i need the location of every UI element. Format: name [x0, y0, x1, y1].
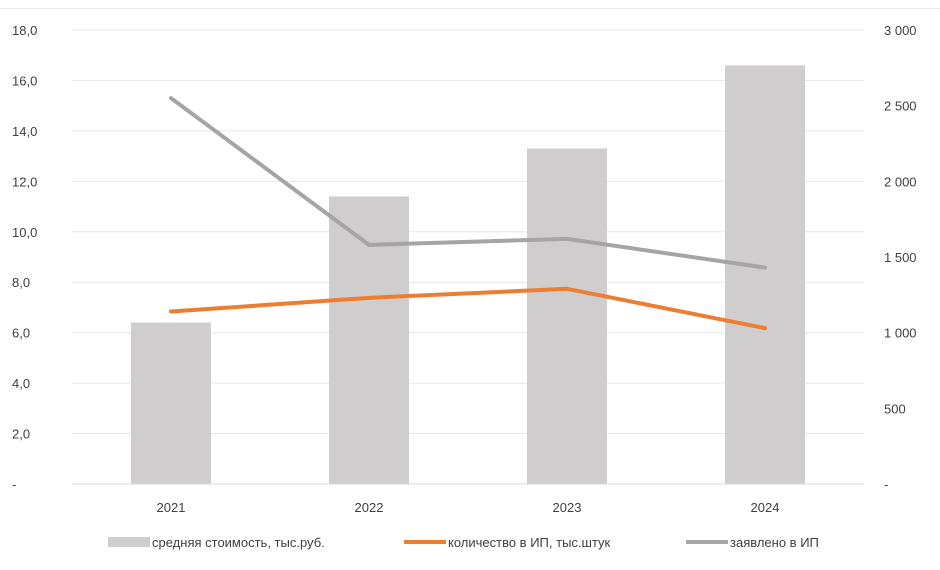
left-y-tick-label: 12,0: [12, 174, 37, 189]
x-tick-label: 2023: [553, 500, 582, 515]
line-series-2: [169, 96, 767, 270]
right-y-tick-label: -: [884, 477, 888, 492]
left-y-axis: - 2,0 4,0 6,0 8,0 10,0 12,0 14,0 16,0 18,0: [12, 23, 37, 492]
left-y-tick-label: 18,0: [12, 23, 37, 38]
left-y-tick-label: 4,0: [12, 376, 30, 391]
right-y-tick-label: 2 000: [884, 174, 917, 189]
right-y-tick-label: 2 500: [884, 99, 917, 114]
legend-item-1: количество в ИП, тыс.штук: [404, 535, 611, 550]
legend-label: заявлено в ИП: [730, 535, 819, 550]
bar-series: [131, 65, 805, 485]
x-tick-label: 2021: [157, 500, 186, 515]
x-tick-label: 2024: [751, 500, 780, 515]
x-tick-label: 2022: [355, 500, 384, 515]
legend: средняя стоимость, тыс.руб. количество в …: [108, 535, 819, 550]
legend-item-0: средняя стоимость, тыс.руб.: [108, 535, 325, 550]
left-y-tick-label: 2,0: [12, 427, 30, 442]
left-y-tick-label: 16,0: [12, 73, 37, 88]
bar-2021: [131, 322, 211, 484]
bar-2022: [329, 196, 409, 484]
legend-label: количество в ИП, тыс.штук: [448, 535, 611, 550]
right-y-tick-label: 500: [884, 401, 906, 416]
legend-swatch-bar: [108, 537, 150, 547]
left-y-tick-label: 8,0: [12, 275, 30, 290]
right-y-tick-label: 1 000: [884, 326, 917, 341]
left-y-tick-label: 10,0: [12, 225, 37, 240]
bar-2024: [725, 65, 805, 485]
top-divider: [0, 8, 940, 9]
left-y-tick-label: 14,0: [12, 124, 37, 139]
legend-item-2: заявлено в ИП: [686, 535, 819, 550]
left-y-tick-label: 6,0: [12, 326, 30, 341]
right-y-axis: - 500 1 000 1 500 2 000 2 500 3 000: [884, 23, 917, 492]
left-y-tick-label: -: [12, 477, 16, 492]
right-y-tick-label: 3 000: [884, 23, 917, 38]
bar-2023: [527, 148, 607, 485]
x-axis: 2021 2022 2023 2024: [157, 500, 780, 515]
line-series-1: [169, 286, 767, 331]
right-y-tick-label: 1 500: [884, 250, 917, 265]
legend-label: средняя стоимость, тыс.руб.: [152, 535, 325, 550]
